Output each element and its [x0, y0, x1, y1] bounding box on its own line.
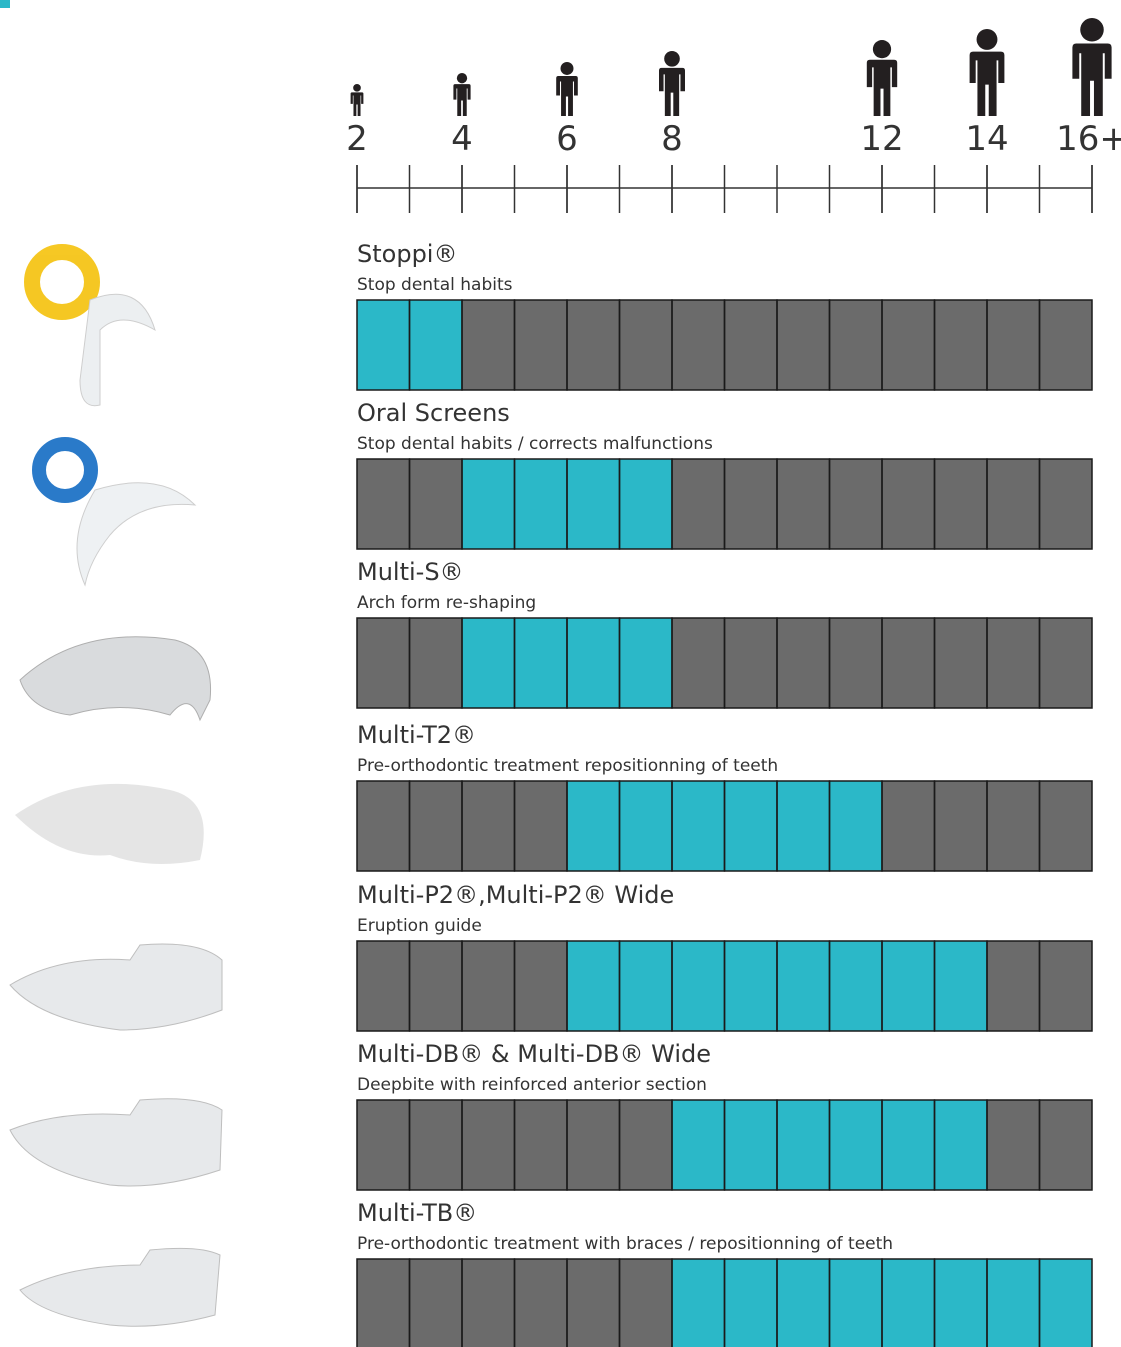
product-name: Multi-TB®: [357, 1199, 477, 1227]
multi-db-image: [9, 1098, 223, 1187]
product-description: Stop dental habits: [357, 275, 513, 295]
body: [659, 67, 685, 116]
head: [976, 29, 998, 50]
product-name: Multi-P2®,Multi-P2® Wide: [357, 881, 674, 909]
person-icon: [556, 62, 578, 116]
product-name: Multi-S®: [357, 558, 464, 586]
body: [453, 84, 471, 116]
stoppi-image: [24, 244, 156, 407]
product-description: Arch form re-shaping: [357, 593, 536, 613]
product-description: Eruption guide: [357, 916, 482, 936]
cell-border: [1038, 780, 1093, 872]
product-name: Stoppi®: [357, 240, 457, 268]
age-label: 4: [451, 119, 473, 159]
body: [556, 76, 578, 116]
head: [560, 62, 574, 75]
cell-border: [1038, 940, 1093, 1032]
product-description: Pre-orthodontic treatment with braces / …: [357, 1234, 893, 1254]
age-label: 12: [860, 119, 903, 159]
product-name: Oral Screens: [357, 399, 510, 427]
age-label: 8: [661, 119, 683, 159]
multi-s-image: [19, 636, 212, 722]
body: [969, 51, 1005, 117]
age-label: 14: [965, 119, 1008, 159]
head: [664, 51, 680, 67]
age-label: 6: [556, 119, 578, 159]
head: [872, 40, 892, 59]
accent: [0, 0, 10, 8]
age-label: 2: [346, 119, 368, 159]
product-name: Multi-DB® & Multi-DB® Wide: [357, 1040, 711, 1068]
person-icon: [453, 73, 471, 116]
person-icon: [350, 84, 364, 116]
multi-t2-image: [15, 783, 204, 864]
oral-screen-image: [32, 437, 197, 587]
cell-border: [1038, 1258, 1093, 1347]
product-name: Multi-T2®: [357, 721, 476, 749]
person-icon: [1072, 18, 1112, 117]
person-icon: [866, 40, 898, 116]
cell-border: [1038, 299, 1093, 391]
cell-border: [1038, 1099, 1093, 1191]
body: [866, 59, 898, 116]
head: [456, 73, 468, 84]
body: [1072, 43, 1112, 117]
person-icon: [659, 51, 685, 116]
multi-p2-image: [9, 943, 223, 1031]
product-description: Deepbite with reinforced anterior sectio…: [357, 1075, 707, 1095]
age-label: 16+: [1056, 119, 1121, 159]
cell-border: [1038, 617, 1093, 709]
head: [353, 84, 361, 92]
product-description: Stop dental habits / corrects malfunctio…: [357, 434, 713, 454]
head: [1080, 18, 1104, 42]
cell-border: [1038, 458, 1093, 550]
product-description: Pre-orthodontic treatment repositionning…: [357, 756, 778, 776]
multi-tb-image: [19, 1247, 221, 1327]
person-icon: [969, 29, 1005, 117]
body: [350, 92, 364, 116]
product-images: [9, 244, 223, 1327]
